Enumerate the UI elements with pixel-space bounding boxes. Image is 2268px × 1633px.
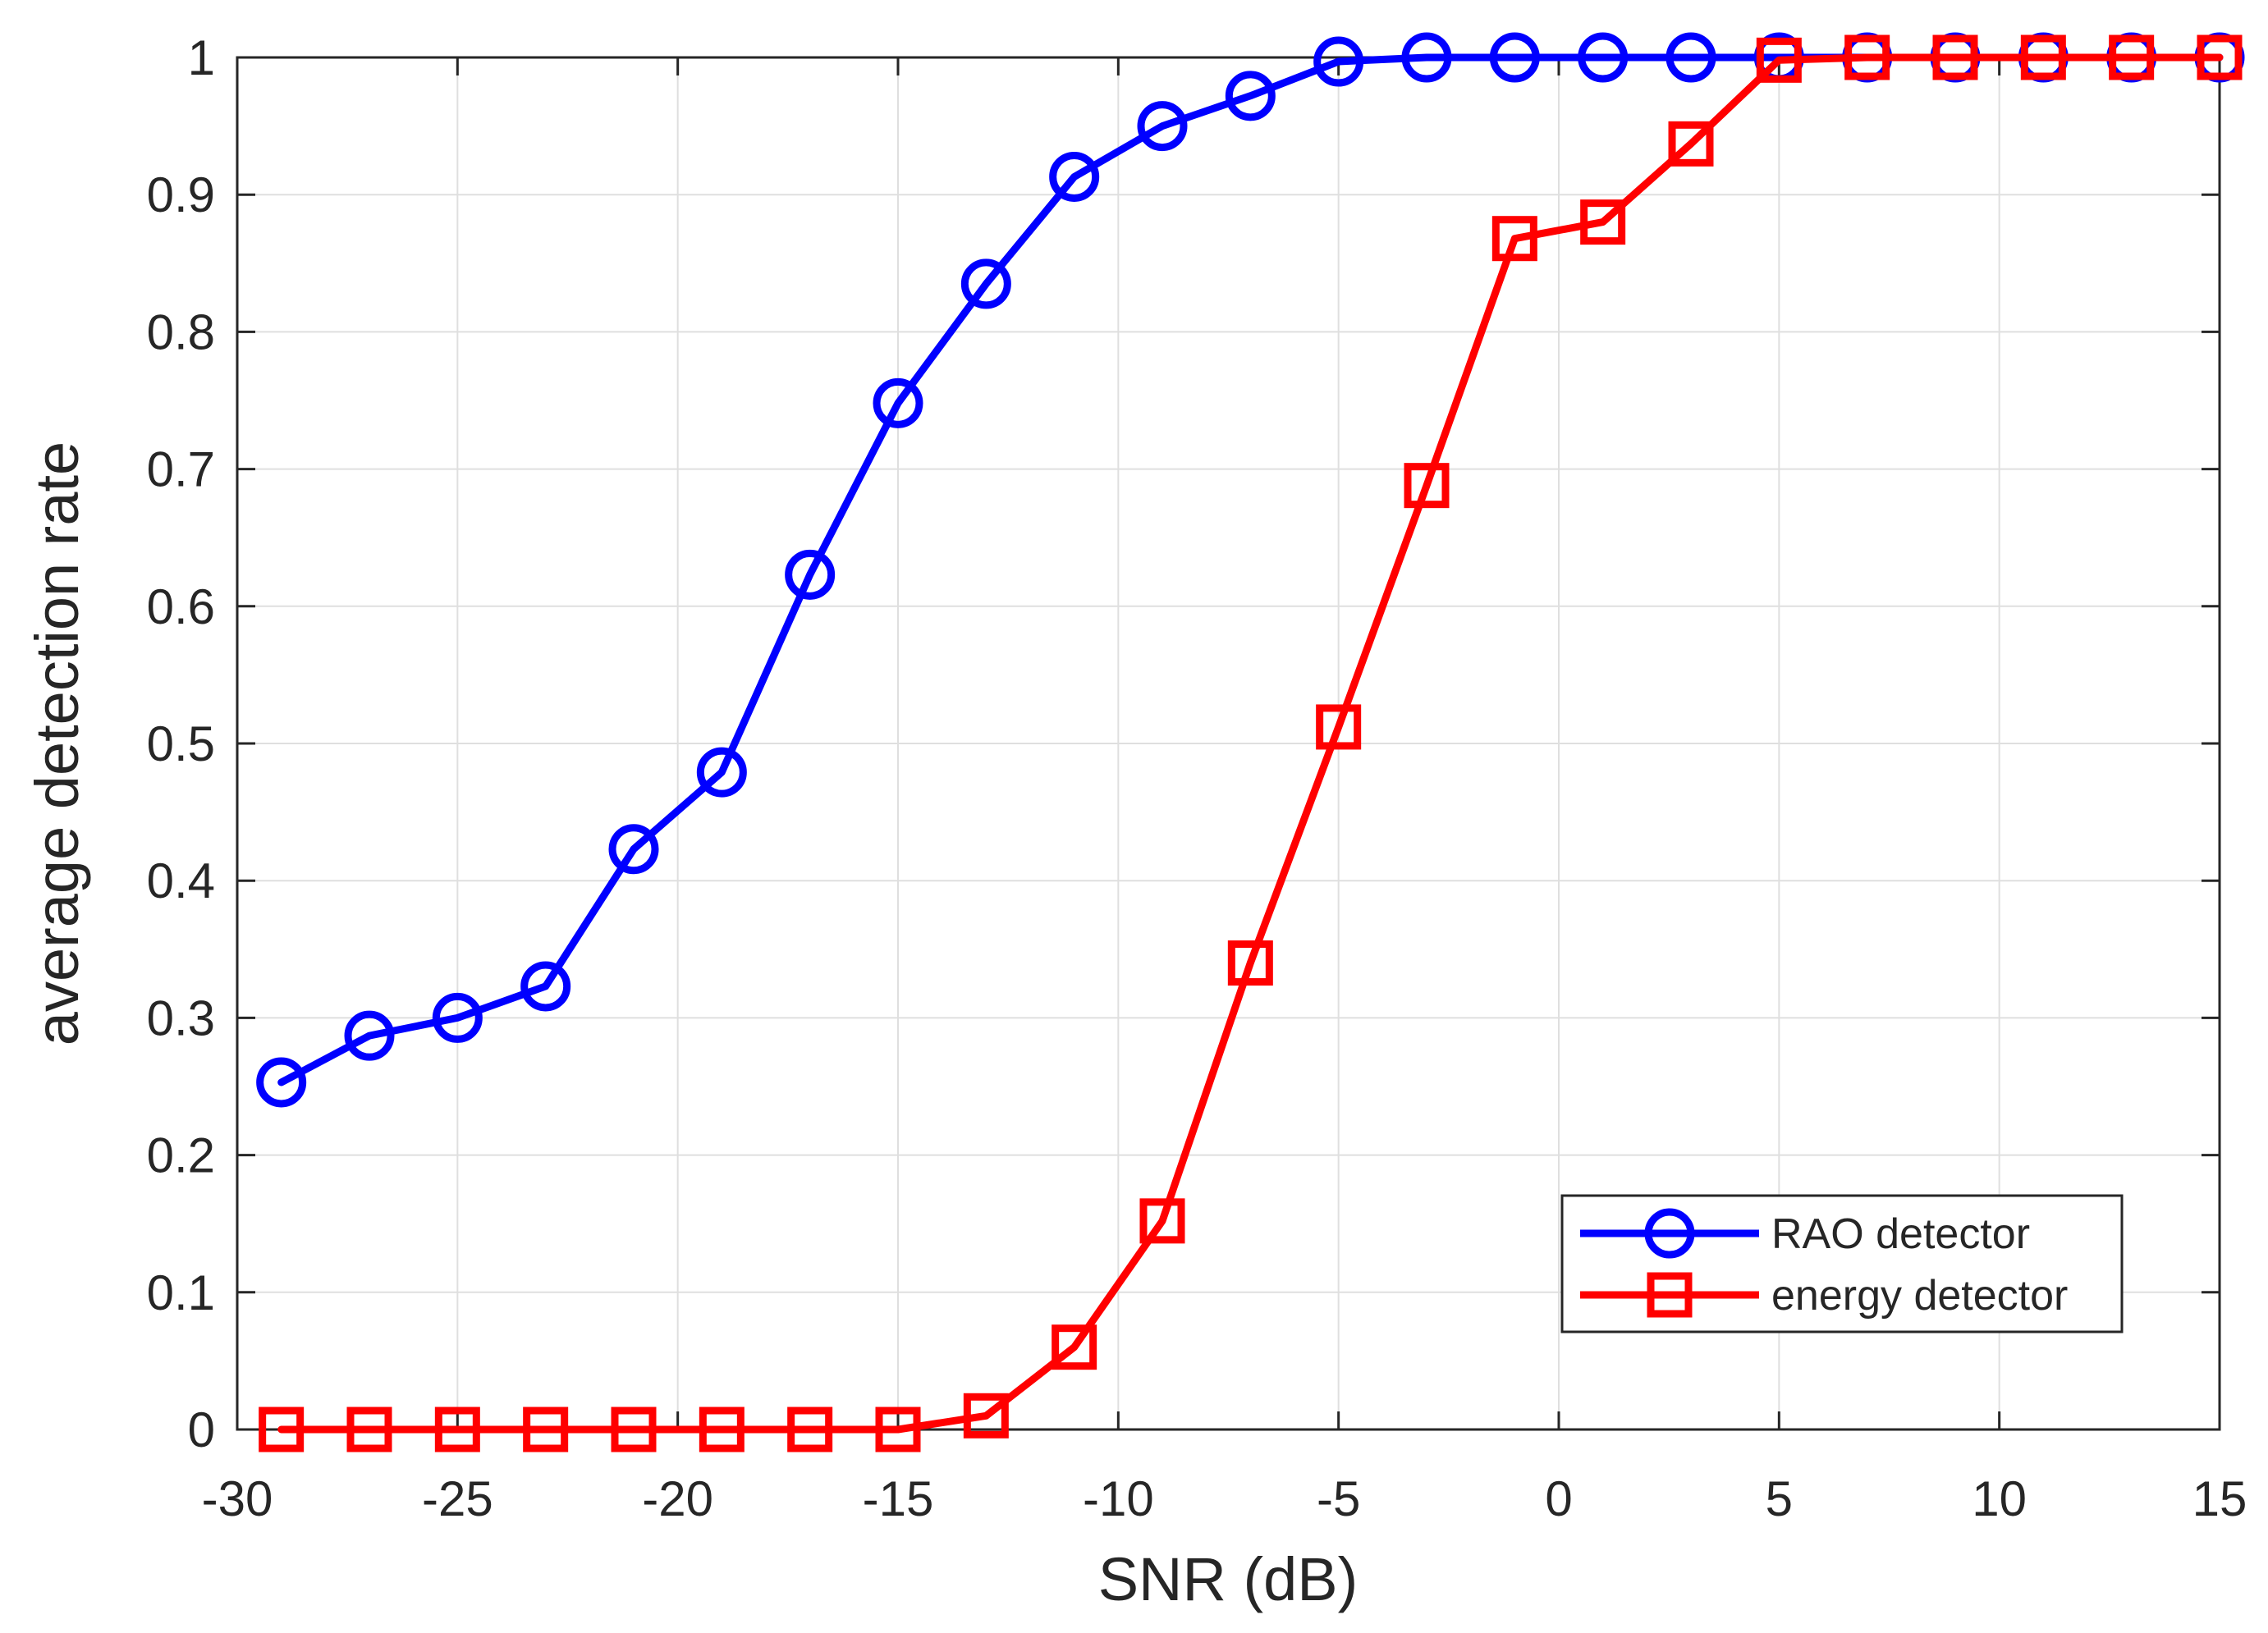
- data-point-energy-detector: [346, 1407, 392, 1452]
- y-tick-label: 0.5: [147, 716, 215, 771]
- data-point-rao-detector: [1049, 151, 1100, 202]
- data-point-energy-detector: [1844, 34, 1890, 80]
- y-tick-label: 0.1: [147, 1265, 215, 1320]
- x-tick-label: 5: [1766, 1471, 1793, 1526]
- x-tick-label: 0: [1545, 1471, 1572, 1526]
- y-tick-label: 0.8: [147, 304, 215, 359]
- y-tick-label: 0.3: [147, 990, 215, 1045]
- data-point-energy-detector: [2197, 34, 2243, 80]
- legend-label-rao: RAO detector: [1771, 1210, 2030, 1258]
- x-tick-label: -30: [202, 1471, 273, 1526]
- data-point-rao-detector: [1137, 101, 1188, 152]
- y-tick-label: 0: [188, 1402, 215, 1457]
- plot-frame: [236, 56, 2221, 1431]
- x-tick-label: -5: [1317, 1471, 1360, 1526]
- data-point-energy-detector: [787, 1407, 833, 1452]
- data-point-energy-detector: [1668, 121, 1714, 167]
- y-tick-label: 0.4: [147, 853, 215, 908]
- data-point-energy-detector: [1756, 37, 1802, 83]
- x-tick-labels: -30 -25 -20 -15 -10 -5 0 5 10 15: [202, 1471, 2247, 1526]
- x-tick-label: -25: [422, 1471, 493, 1526]
- data-point-rao-detector: [960, 258, 1011, 309]
- data-point-energy-detector: [1052, 1324, 1097, 1370]
- data-point-rao-detector: [520, 961, 571, 1012]
- data-point-energy-detector: [1139, 1198, 1185, 1244]
- x-axis-label: SNR (dB): [1098, 1545, 1359, 1613]
- data-point-rao-detector: [696, 747, 747, 798]
- data-point-energy-detector: [2109, 34, 2155, 80]
- y-tick-label: 1: [188, 30, 215, 85]
- data-point-energy-detector: [1580, 199, 1626, 245]
- y-tick-label: 0.2: [147, 1128, 215, 1183]
- data-point-energy-detector: [1316, 704, 1362, 750]
- data-point-energy-detector: [1491, 216, 1537, 262]
- x-tick-label: 15: [2192, 1471, 2247, 1526]
- data-point-energy-detector: [434, 1407, 480, 1452]
- data-point-energy-detector: [1227, 940, 1273, 986]
- x-tick-label: -20: [642, 1471, 713, 1526]
- data-point-rao-detector: [1665, 32, 1716, 83]
- legend-marker-circle: [1644, 1208, 1695, 1259]
- series-layer: [256, 32, 2245, 1452]
- data-point-energy-detector: [1932, 34, 1978, 80]
- series-line-energy-detector: [277, 53, 2224, 1434]
- data-point-rao-detector: [873, 377, 923, 428]
- legend-label-energy: energy detector: [1771, 1272, 2068, 1320]
- data-point-energy-detector: [963, 1393, 1009, 1439]
- data-point-energy-detector: [2020, 34, 2066, 80]
- data-point-rao-detector: [432, 992, 483, 1043]
- data-point-rao-detector: [256, 1057, 307, 1108]
- data-point-rao-detector: [608, 824, 659, 875]
- data-point-rao-detector: [1489, 32, 1540, 83]
- legend-marker-square: [1647, 1272, 1693, 1318]
- data-point-energy-detector: [523, 1407, 569, 1452]
- data-point-energy-detector: [1404, 463, 1450, 509]
- data-point-energy-detector: [259, 1407, 305, 1452]
- y-tick-label: 0.6: [147, 579, 215, 634]
- y-tick-label: 0.9: [147, 167, 215, 222]
- data-point-rao-detector: [785, 549, 836, 600]
- x-tick-label: -15: [863, 1471, 934, 1526]
- data-point-rao-detector: [344, 1010, 395, 1061]
- data-point-rao-detector: [1578, 32, 1629, 83]
- data-point-rao-detector: [1225, 71, 1276, 121]
- data-point-energy-detector: [875, 1407, 921, 1452]
- y-axis-label: average detection rate: [23, 441, 91, 1045]
- series-energy-detector: [259, 34, 2243, 1452]
- y-tick-label: 0.7: [147, 442, 215, 497]
- x-tick-label: -10: [1083, 1471, 1154, 1526]
- data-point-energy-detector: [699, 1407, 745, 1452]
- x-tick-label: 10: [1972, 1471, 2027, 1526]
- data-point-energy-detector: [611, 1407, 657, 1452]
- data-point-rao-detector: [1401, 32, 1452, 83]
- legend: RAO detector energy detector: [1560, 1194, 2124, 1333]
- y-tick-labels: 0 0.1 0.2 0.3 0.4 0.5 0.6 0.7 0.8 0.9 1: [147, 30, 215, 1457]
- data-point-rao-detector: [1313, 36, 1364, 87]
